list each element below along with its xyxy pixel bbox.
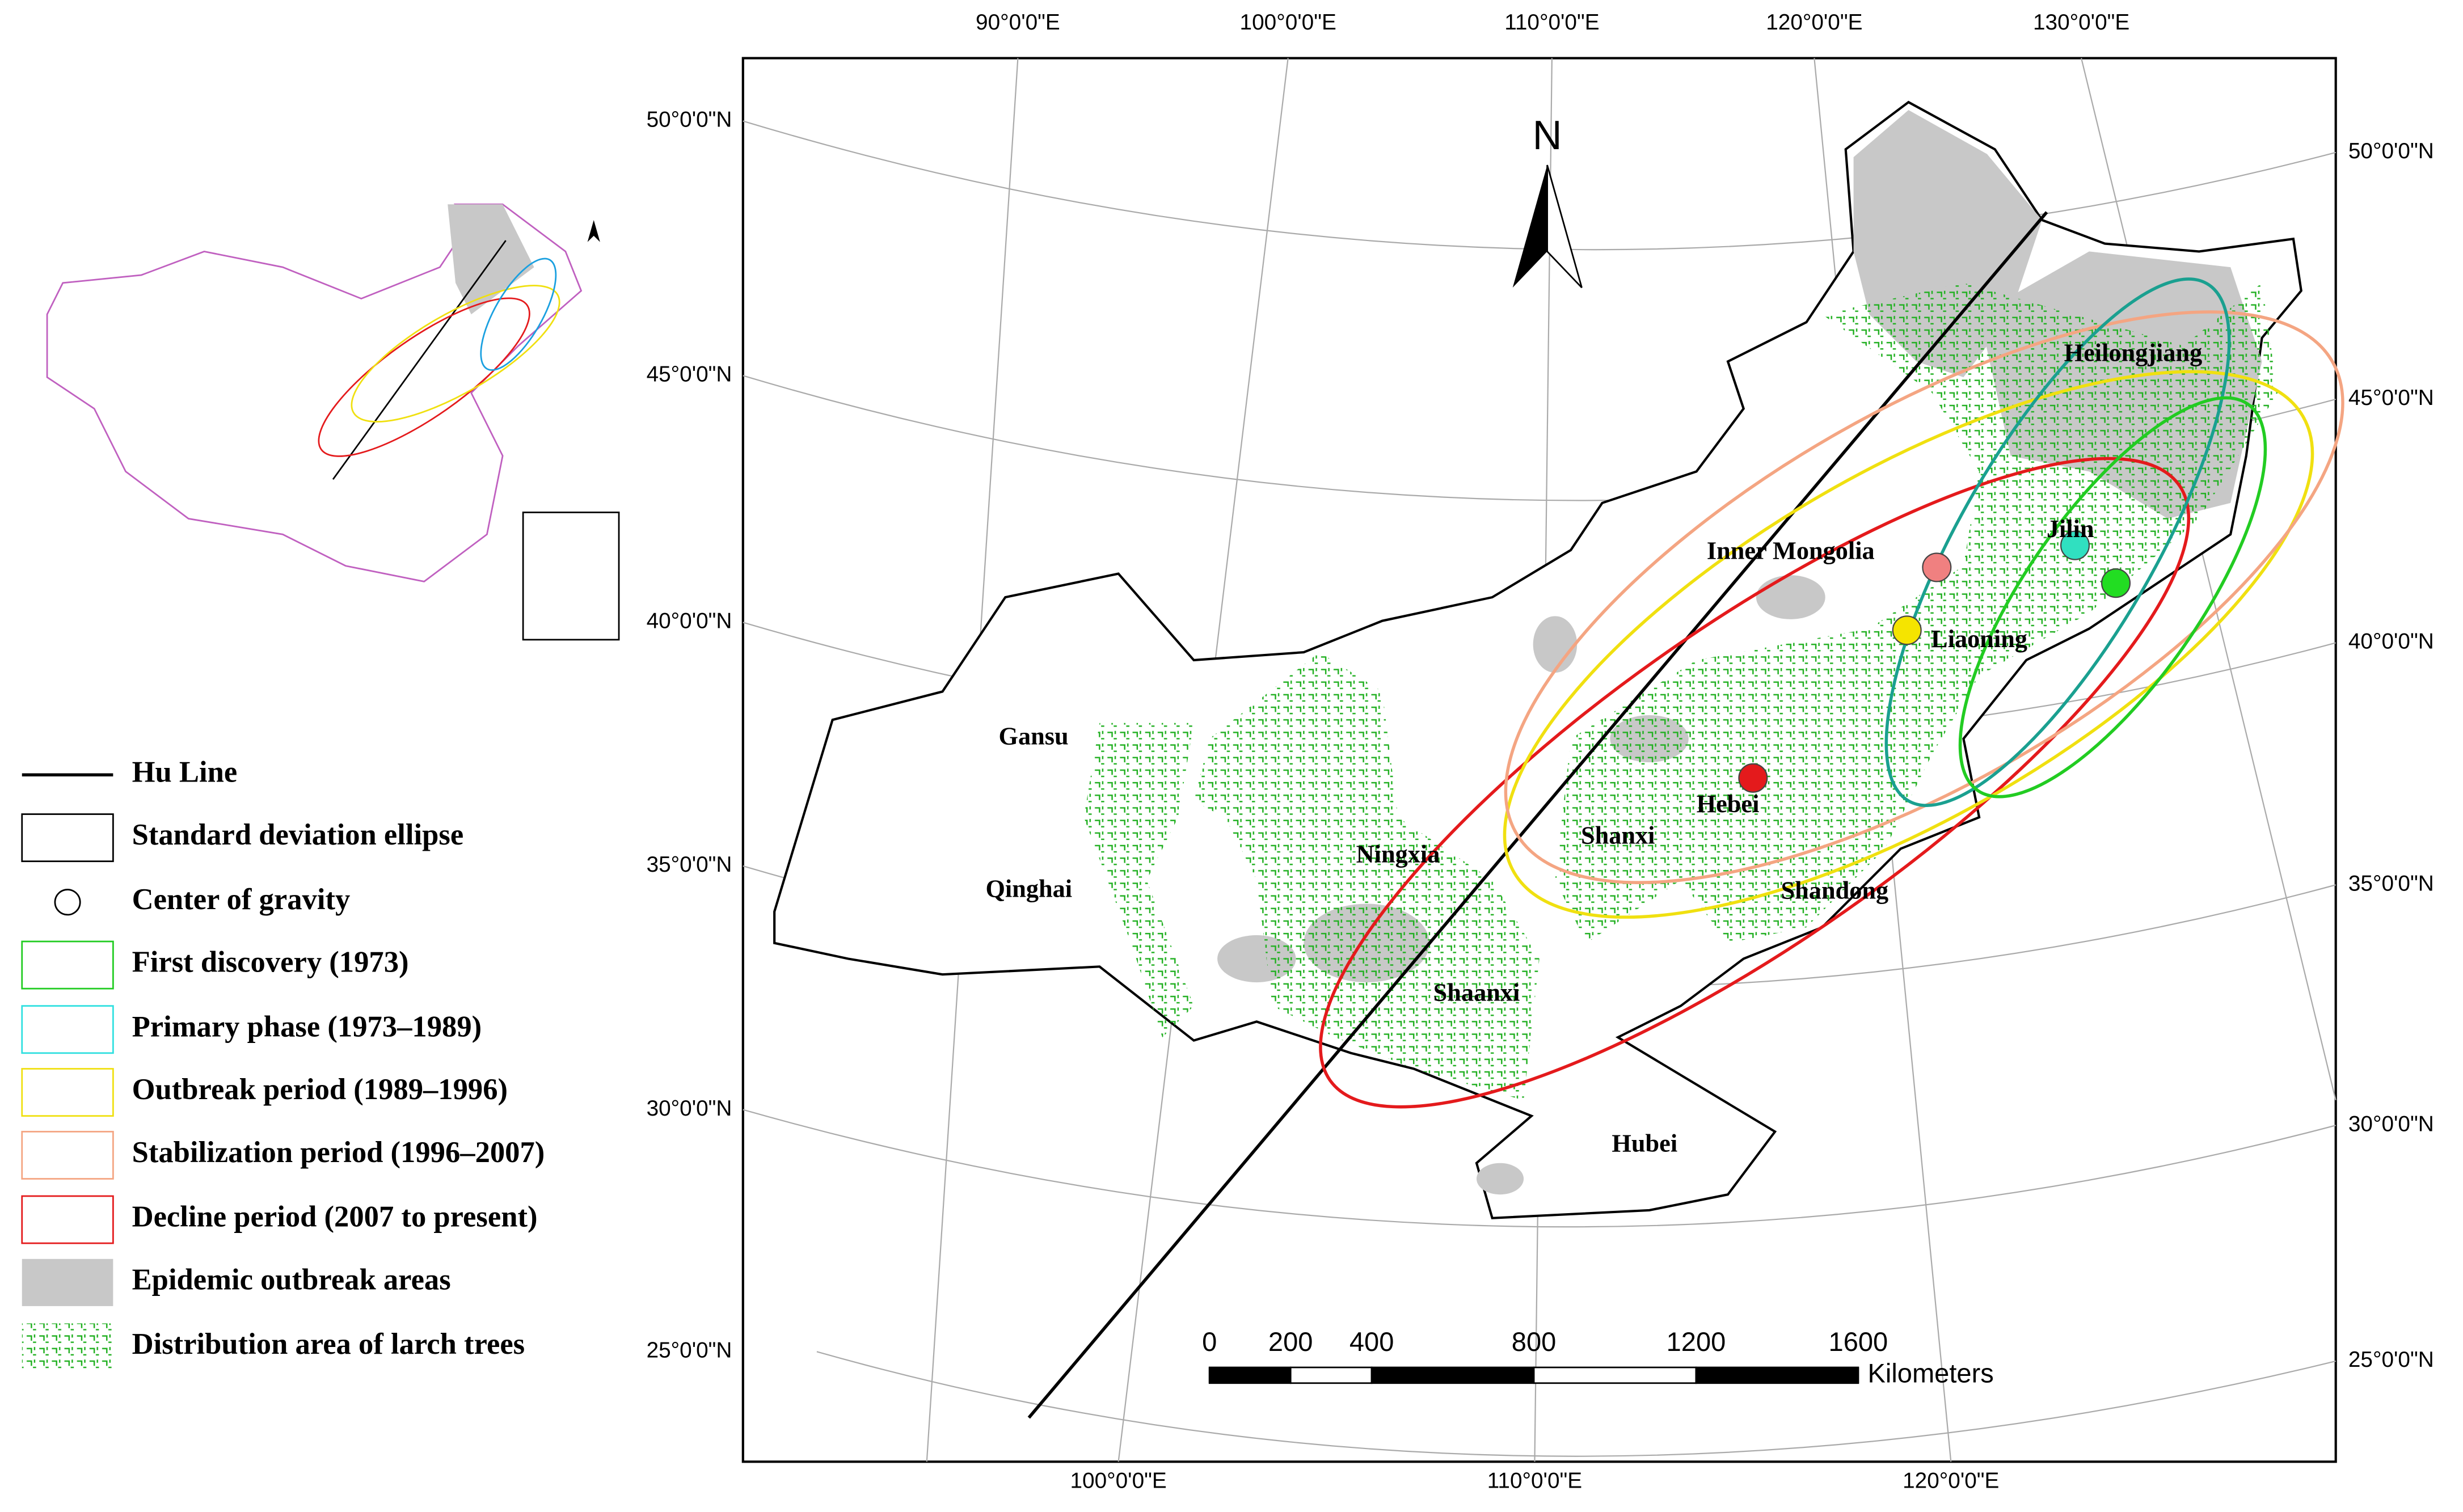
north-label: N [1533,113,1562,158]
lon-label: 90°0'0"E [976,10,1060,35]
scale-tick-label: 200 [1268,1327,1313,1357]
lat-label: 40°0'0"N [647,609,732,633]
legend-label: Primary phase (1973–1989) [132,1010,482,1043]
province-label: Liaoning [1931,625,2027,653]
province-label: Hubei [1612,1129,1677,1157]
province-label: Hebei [1697,790,1760,818]
lat-label: 50°0'0"N [2348,139,2434,163]
north-arrow: N [1512,113,1583,289]
province-label: Shandong [1781,876,1889,904]
scale-tick-label: 1200 [1667,1327,1726,1357]
lon-label: 100°0'0"E [1240,10,1336,35]
scale-segment [1695,1366,1859,1384]
legend-label: Distribution area of larch trees [132,1328,525,1361]
province-label: Gansu [999,723,1069,750]
scale-tick-label: 0 [1202,1327,1217,1357]
legend-swatches [21,773,114,1371]
lat-label: 25°0'0"N [2348,1348,2434,1372]
inset-map [46,203,620,641]
lon-label: 120°0'0"E [1766,10,1862,35]
lat-label: 35°0'0"N [647,852,732,877]
scale-segment [1370,1366,1535,1384]
lon-label: 120°0'0"E [1903,1469,1999,1493]
scale-segment [1208,1366,1292,1384]
lat-label: 25°0'0"N [647,1338,732,1363]
scale-segment [1533,1366,1697,1384]
lon-label: 100°0'0"E [1070,1469,1166,1493]
province-label: Inner Mongolia [1707,537,1875,565]
scale-segment [1289,1366,1373,1384]
legend-label: Standard deviation ellipse [132,818,464,851]
sde-ellipses [1319,277,2344,1109]
lat-label: 50°0'0"N [647,108,732,132]
lat-label: 40°0'0"N [2348,630,2434,654]
scale-unit: Kilometers [1867,1358,1993,1388]
lat-label: 30°0'0"N [647,1096,732,1121]
lon-label: 110°0'0"E [1487,1469,1582,1493]
legend-label: Epidemic outbreak areas [132,1263,451,1296]
legend-label: Stabilization period (1996–2007) [132,1136,545,1169]
province-label: Shanxi [1581,821,1655,849]
scale-tick-label: 400 [1349,1327,1394,1357]
lon-label: 110°0'0"E [1504,10,1599,35]
province-label: Jilin [2047,515,2094,543]
province-label: Ningxia [1356,841,1440,868]
legend-label: Hu Line [132,755,238,788]
lat-label: 45°0'0"N [647,362,732,387]
lat-label: 35°0'0"N [2348,871,2434,896]
lat-label: 45°0'0"N [2348,386,2434,410]
province-label: Heilongjiang [2064,339,2203,366]
legend-label: Outbreak period (1989–1996) [132,1073,508,1106]
lon-label: 130°0'0"E [2033,10,2129,35]
legend-label: Center of gravity [132,883,351,916]
lat-label: 30°0'0"N [2348,1112,2434,1136]
legend-label: First discovery (1973) [132,946,409,979]
gravity-centers [1738,530,2131,793]
province-label: Qinghai [985,875,1072,902]
province-label: Shaanxi [1433,978,1520,1006]
scale-tick-label: 800 [1512,1327,1557,1357]
legend-label: Decline period (2007 to present) [132,1201,538,1234]
scale-tick-label: 1600 [1829,1327,1888,1357]
